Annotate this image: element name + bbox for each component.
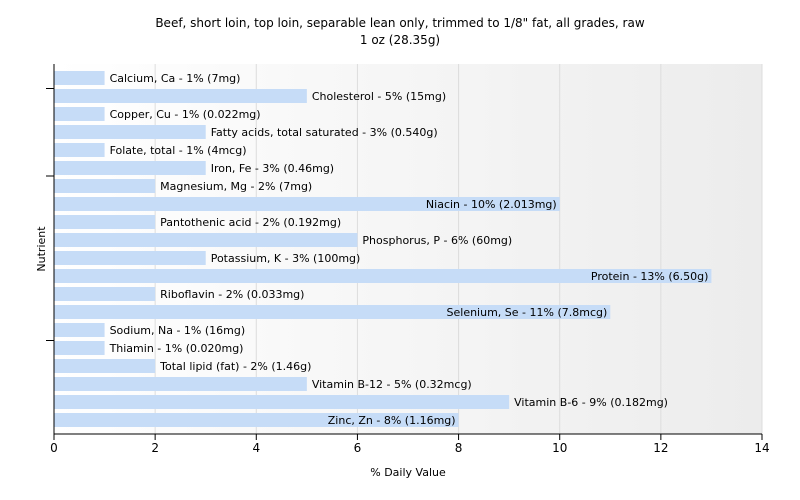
bar-label: Sodium, Na - 1% (16mg): [110, 324, 246, 337]
bar: [54, 161, 206, 175]
x-tick-label: 6: [354, 441, 362, 455]
bar: [54, 323, 105, 337]
bar: [54, 215, 156, 229]
x-tick-label: 4: [252, 441, 260, 455]
bar-label: Pantothenic acid - 2% (0.192mg): [160, 216, 341, 229]
bar: [54, 107, 105, 121]
bar-label: Zinc, Zn - 8% (1.16mg): [328, 414, 456, 427]
bar-label: Phosphorus, P - 6% (60mg): [362, 234, 512, 247]
bar: [54, 89, 307, 103]
y-axis-label: Nutrient: [35, 226, 48, 272]
bars-group: [54, 71, 712, 427]
x-axis-label: % Daily Value: [370, 466, 446, 479]
chart-subtitle: 1 oz (28.35g): [360, 33, 440, 47]
bar-label: Copper, Cu - 1% (0.022mg): [110, 108, 261, 121]
bar-label: Selenium, Se - 11% (7.8mcg): [447, 306, 608, 319]
chart-title: Beef, short loin, top loin, separable le…: [155, 16, 645, 30]
bar-label: Total lipid (fat) - 2% (1.46g): [159, 360, 311, 373]
x-tick-label: 8: [455, 441, 463, 455]
bar: [54, 125, 206, 139]
bar: [54, 71, 105, 85]
bar: [54, 197, 560, 211]
bar-label: Niacin - 10% (2.013mg): [426, 198, 557, 211]
bar: [54, 305, 611, 319]
bar-labels-group: Calcium, Ca - 1% (7mg) Cholesterol - 5% (…: [109, 72, 709, 427]
bar: [54, 359, 156, 373]
bar-label: Fatty acids, total saturated - 3% (0.540…: [211, 126, 438, 139]
bar-label: Vitamin B-12 - 5% (0.32mcg): [312, 378, 472, 391]
bar: [54, 179, 156, 193]
axes-group: 0 2 4 6 8 10 12 14: [46, 64, 770, 455]
bar: [54, 395, 510, 409]
bar-label: Magnesium, Mg - 2% (7mg): [160, 180, 312, 193]
bar-label: Riboflavin - 2% (0.033mg): [160, 288, 304, 301]
bar-label: Potassium, K - 3% (100mg): [211, 252, 361, 265]
bar: [54, 287, 156, 301]
x-tick-label: 14: [754, 441, 769, 455]
bar-label: Calcium, Ca - 1% (7mg): [110, 72, 241, 85]
bar: [54, 233, 358, 247]
bar: [54, 413, 459, 427]
x-tick-label: 2: [151, 441, 159, 455]
bar: [54, 251, 206, 265]
bar: [54, 269, 712, 283]
bar-label: Vitamin B-6 - 9% (0.182mg): [514, 396, 668, 409]
bar-label: Iron, Fe - 3% (0.46mg): [211, 162, 334, 175]
x-tick-label: 12: [653, 441, 668, 455]
x-tick-label: 10: [552, 441, 567, 455]
bar: [54, 341, 105, 355]
bar-label: Thiamin - 1% (0.020mg): [109, 342, 244, 355]
bar-label: Cholesterol - 5% (15mg): [312, 90, 446, 103]
bar: [54, 143, 105, 157]
bar-label: Folate, total - 1% (4mcg): [110, 144, 247, 157]
bar: [54, 377, 307, 391]
x-tick-label: 0: [50, 441, 58, 455]
bar-label: Protein - 13% (6.50g): [591, 270, 709, 283]
